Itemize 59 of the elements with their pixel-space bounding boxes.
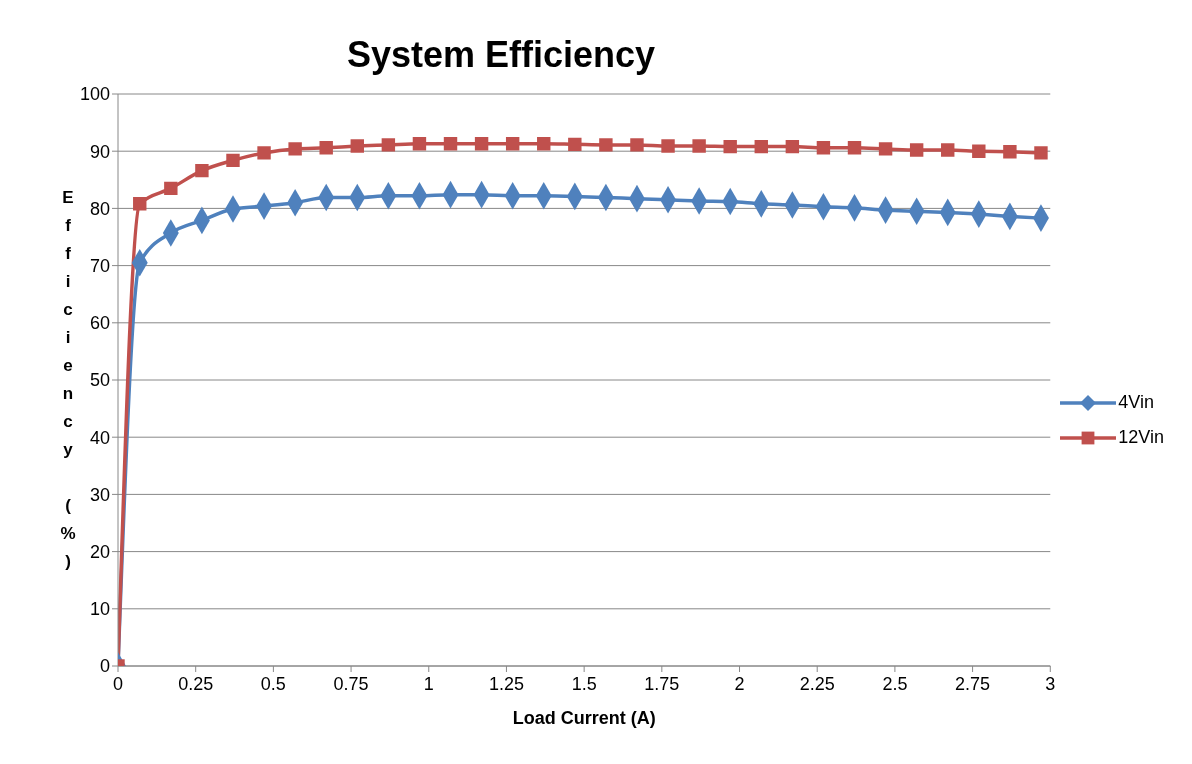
y-tick-label: 10 xyxy=(89,599,110,620)
point xyxy=(630,138,644,152)
x-tick-label: 0 xyxy=(112,674,124,694)
point xyxy=(474,137,489,151)
point xyxy=(847,141,862,155)
point xyxy=(785,139,800,154)
x-tick-label: 1 xyxy=(423,674,434,694)
text: Efficiency (%) xyxy=(60,188,76,571)
point xyxy=(319,141,333,155)
y-tick-label: 100 xyxy=(79,84,110,105)
y-tick-label: 30 xyxy=(89,484,110,505)
x-tick-label: 2.5 xyxy=(882,674,908,694)
x-tick-label: 3 xyxy=(1045,674,1056,694)
legend-label: 4Vin xyxy=(1118,392,1154,413)
point xyxy=(350,139,364,153)
point xyxy=(941,143,955,157)
point xyxy=(568,137,582,152)
point xyxy=(412,137,427,151)
point xyxy=(692,139,706,153)
x-tick-label: 2.75 xyxy=(955,674,991,694)
point xyxy=(1003,145,1017,159)
point xyxy=(381,138,396,152)
legend-label: 12Vin xyxy=(1118,427,1164,448)
x-tick-label: 0.25 xyxy=(178,674,214,694)
point xyxy=(972,144,986,158)
point xyxy=(754,139,768,154)
point xyxy=(878,142,893,156)
x-tick-label: 0.75 xyxy=(333,674,369,694)
point xyxy=(226,153,240,168)
x-tick-label: 2.25 xyxy=(799,674,835,694)
y-tick-label: 40 xyxy=(89,427,110,448)
point xyxy=(1034,146,1048,160)
point xyxy=(816,141,831,155)
y-tick-label: 80 xyxy=(89,198,110,219)
point xyxy=(443,137,458,151)
point xyxy=(723,139,737,154)
point xyxy=(257,146,271,160)
point xyxy=(195,163,209,178)
y-tick-label: 70 xyxy=(89,255,110,276)
y-tick-label: 60 xyxy=(89,313,110,334)
y-tick-label: 50 xyxy=(89,370,110,391)
point xyxy=(661,139,675,153)
x-tick-label: 0.5 xyxy=(260,674,286,694)
x-tick-label: 1.75 xyxy=(644,674,680,694)
x-tick-label: 1.5 xyxy=(571,674,597,694)
point xyxy=(537,137,551,151)
point xyxy=(909,143,924,157)
point xyxy=(133,197,147,211)
point xyxy=(599,138,613,152)
chart-title: System Efficiency xyxy=(345,33,657,77)
x-tick-label: 1.25 xyxy=(488,674,524,694)
x-axis-title: Load Current (A) xyxy=(512,708,656,728)
point xyxy=(288,142,302,156)
y-tick-label: 90 xyxy=(89,141,110,162)
x-tick-label: 2 xyxy=(734,674,745,694)
y-tick-label: 20 xyxy=(89,541,110,562)
point xyxy=(505,137,520,151)
y-tick-label: 0 xyxy=(99,656,110,677)
point xyxy=(164,181,178,196)
